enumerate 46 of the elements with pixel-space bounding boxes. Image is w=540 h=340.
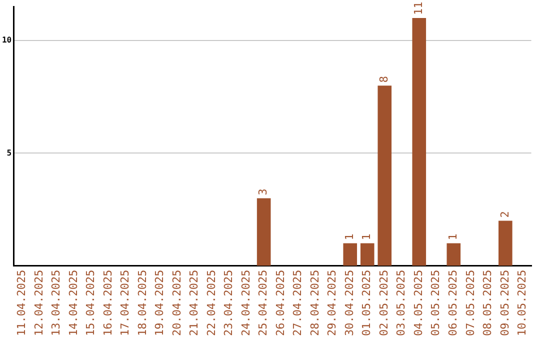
data-label: 1 xyxy=(342,234,356,240)
bar xyxy=(446,243,461,266)
x-tick-label: 15.04.2025 xyxy=(84,270,98,336)
x-tick-label: 25.04.2025 xyxy=(256,270,270,336)
x-tick-label: 05.05.2025 xyxy=(429,270,442,336)
x-tick-label: 18.04.2025 xyxy=(136,270,149,336)
data-label: 1 xyxy=(446,234,460,240)
x-tick-label: 26.04.2025 xyxy=(274,270,287,336)
x-tick-label: 11.04.2025 xyxy=(15,270,28,336)
x-tick-label: 30.04.2025 xyxy=(342,270,356,336)
data-label: 2 xyxy=(498,211,512,218)
x-tick-label: 01.05.2025 xyxy=(360,270,374,336)
x-tick-label: 29.04.2025 xyxy=(326,270,339,336)
x-tick-label: 09.05.2025 xyxy=(498,270,512,336)
y-tick-label: 10 xyxy=(2,36,12,45)
x-tick-label: 24.04.2025 xyxy=(239,270,252,336)
x-tick-label: 06.05.2025 xyxy=(446,270,460,336)
x-tick-label: 27.04.2025 xyxy=(291,270,304,336)
data-label: 11 xyxy=(412,2,425,16)
x-tick-label: 22.04.2025 xyxy=(204,270,218,336)
x-tick-label: 10.05.2025 xyxy=(516,270,529,336)
x-tick-label: 13.04.2025 xyxy=(50,270,63,336)
x-tick-label: 20.04.2025 xyxy=(170,270,184,336)
bar xyxy=(256,198,271,266)
data-label: 1 xyxy=(360,234,374,240)
x-tick-label: 17.04.2025 xyxy=(118,270,132,336)
data-label: 8 xyxy=(377,76,390,83)
x-tick-label: 04.05.2025 xyxy=(412,270,425,336)
bar xyxy=(498,220,512,266)
x-tick-label: 03.05.2025 xyxy=(394,270,408,336)
bar xyxy=(360,243,374,266)
x-tick-label: 23.04.2025 xyxy=(222,270,236,336)
x-tick-label: 16.04.2025 xyxy=(101,270,114,336)
x-tick-label: 02.05.2025 xyxy=(377,270,390,336)
bar xyxy=(412,18,426,266)
x-tick-label: 07.05.2025 xyxy=(464,270,477,336)
x-tick-label: 21.04.2025 xyxy=(188,270,201,336)
bar xyxy=(343,243,358,266)
x-tick-label: 19.04.2025 xyxy=(153,270,166,336)
x-tick-label: 14.04.2025 xyxy=(66,270,80,336)
data-label: 3 xyxy=(256,188,270,196)
y-tick-label: 5 xyxy=(6,148,12,158)
x-tick-label: 08.05.2025 xyxy=(481,270,494,336)
x-tick-label: 28.04.2025 xyxy=(308,270,322,336)
bar xyxy=(378,86,392,266)
x-tick-label: 12.04.2025 xyxy=(32,270,46,336)
